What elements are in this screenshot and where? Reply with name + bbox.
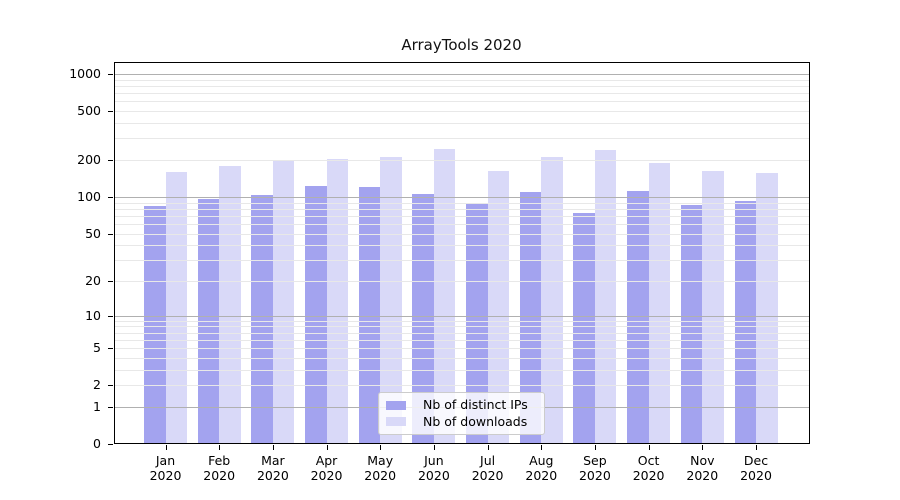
y-tick-mark bbox=[108, 348, 113, 350]
chart-title: ArrayTools 2020 bbox=[401, 36, 522, 54]
x-tick-label: Apr 2020 bbox=[310, 453, 343, 483]
legend-item-downloads: Nb of downloads bbox=[386, 414, 536, 431]
y-tick-label: 0 bbox=[93, 436, 101, 451]
y-tick-mark bbox=[108, 444, 113, 445]
legend-label-downloads: Nb of downloads bbox=[423, 413, 528, 429]
y-tick-label: 5 bbox=[93, 340, 101, 356]
y-tick-mark bbox=[108, 406, 113, 408]
x-tick-mark bbox=[272, 444, 274, 450]
x-tick-label: Jun 2020 bbox=[417, 453, 450, 483]
x-tick-mark bbox=[487, 444, 489, 450]
y-tick-label: 1 bbox=[93, 398, 101, 414]
x-tick-mark bbox=[380, 444, 382, 450]
legend-swatch-distinct-ips bbox=[386, 400, 406, 410]
x-tick-label: Jan 2020 bbox=[149, 453, 182, 483]
x-tick-mark bbox=[433, 444, 435, 450]
y-tick-mark bbox=[108, 385, 113, 387]
x-tick-label: Dec 2020 bbox=[740, 453, 772, 483]
x-tick-label: Nov 2020 bbox=[686, 453, 719, 483]
x-tick-mark bbox=[594, 444, 596, 450]
y-tick-mark bbox=[108, 281, 113, 282]
x-tick-mark bbox=[541, 444, 543, 450]
x-tick-label: Aug 2020 bbox=[525, 453, 558, 483]
y-tick-mark bbox=[108, 160, 113, 161]
x-tick-label: Jul 2020 bbox=[471, 453, 504, 483]
x-tick-label: Mar 2020 bbox=[256, 453, 289, 483]
y-tick-label: 1000 bbox=[69, 66, 101, 82]
x-tick-mark bbox=[648, 444, 650, 450]
legend-swatch-downloads bbox=[386, 417, 406, 427]
x-tick-mark bbox=[326, 444, 328, 450]
legend: Nb of distinct IPs Nb of downloads bbox=[378, 392, 545, 435]
y-tick-mark bbox=[108, 196, 113, 198]
x-tick-mark bbox=[702, 444, 704, 450]
y-tick-label: 50 bbox=[85, 225, 101, 241]
x-tick-mark bbox=[165, 444, 167, 450]
y-tick-label: 10 bbox=[85, 307, 101, 323]
x-tick-label: Oct 2020 bbox=[632, 453, 665, 483]
legend-item-distinct-ips: Nb of distinct IPs bbox=[386, 397, 536, 414]
y-tick-mark bbox=[108, 111, 113, 113]
y-tick-label: 500 bbox=[77, 103, 101, 119]
y-tick-mark bbox=[108, 74, 113, 76]
y-tick-mark bbox=[108, 233, 113, 235]
x-tick-mark bbox=[219, 444, 221, 450]
x-tick-mark bbox=[756, 444, 757, 450]
legend-label-distinct-ips: Nb of distinct IPs bbox=[423, 397, 528, 413]
y-tick-label: 200 bbox=[77, 152, 101, 167]
x-tick-label: May 2020 bbox=[364, 453, 397, 483]
y-tick-label: 100 bbox=[77, 188, 101, 204]
x-tick-label: Sep 2020 bbox=[578, 453, 611, 483]
y-tick-mark bbox=[108, 315, 113, 317]
y-tick-label: 20 bbox=[85, 273, 101, 288]
plot-frame bbox=[113, 61, 810, 444]
x-tick-label: Feb 2020 bbox=[203, 453, 236, 483]
y-tick-label: 2 bbox=[93, 377, 101, 393]
